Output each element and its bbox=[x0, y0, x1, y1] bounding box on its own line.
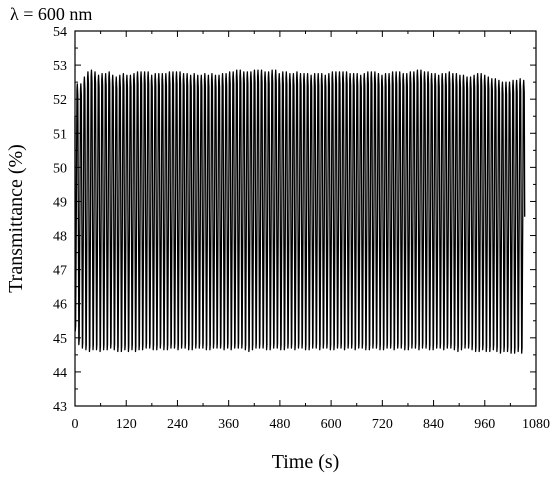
x-tick-label: 480 bbox=[269, 417, 290, 432]
x-tick-label: 960 bbox=[474, 417, 495, 432]
y-tick-label: 50 bbox=[53, 161, 67, 176]
y-tick-label: 52 bbox=[53, 93, 67, 108]
y-tick-label: 43 bbox=[53, 400, 67, 415]
plot-frame bbox=[74, 30, 537, 407]
axis-ticks: 0 120 240 360 480 600 720 840 960 1080 43 44 45 46 47 4… bbox=[53, 25, 550, 432]
y-tick-label: 44 bbox=[53, 366, 67, 381]
y-tick-label: 54 bbox=[53, 25, 67, 40]
x-tick-label: 840 bbox=[423, 417, 444, 432]
y-tick-label: 49 bbox=[53, 195, 67, 210]
y-tick-label: 53 bbox=[53, 59, 67, 74]
y-tick-label: 51 bbox=[53, 127, 67, 142]
y-tick-label: 46 bbox=[53, 298, 67, 313]
x-tick-label: 360 bbox=[218, 417, 239, 432]
y-tick-label: 47 bbox=[53, 264, 67, 279]
x-axis-title: Time (s) bbox=[272, 451, 340, 473]
y-tick-label: 48 bbox=[53, 230, 67, 245]
transmittance-series-line bbox=[74, 69, 526, 354]
x-tick-label: 720 bbox=[372, 417, 393, 432]
x-tick-label: 0 bbox=[72, 417, 79, 432]
x-tick-label: 600 bbox=[321, 417, 342, 432]
y-tick-label: 45 bbox=[53, 332, 67, 347]
y-axis-title: Transmittance (%) bbox=[5, 144, 27, 293]
x-tick-label: 1080 bbox=[522, 417, 550, 432]
x-tick-label: 240 bbox=[167, 417, 188, 432]
x-tick-label: 120 bbox=[116, 417, 137, 432]
wavelength-annotation: λ = 600 nm bbox=[10, 4, 93, 24]
series-layer bbox=[74, 69, 526, 354]
